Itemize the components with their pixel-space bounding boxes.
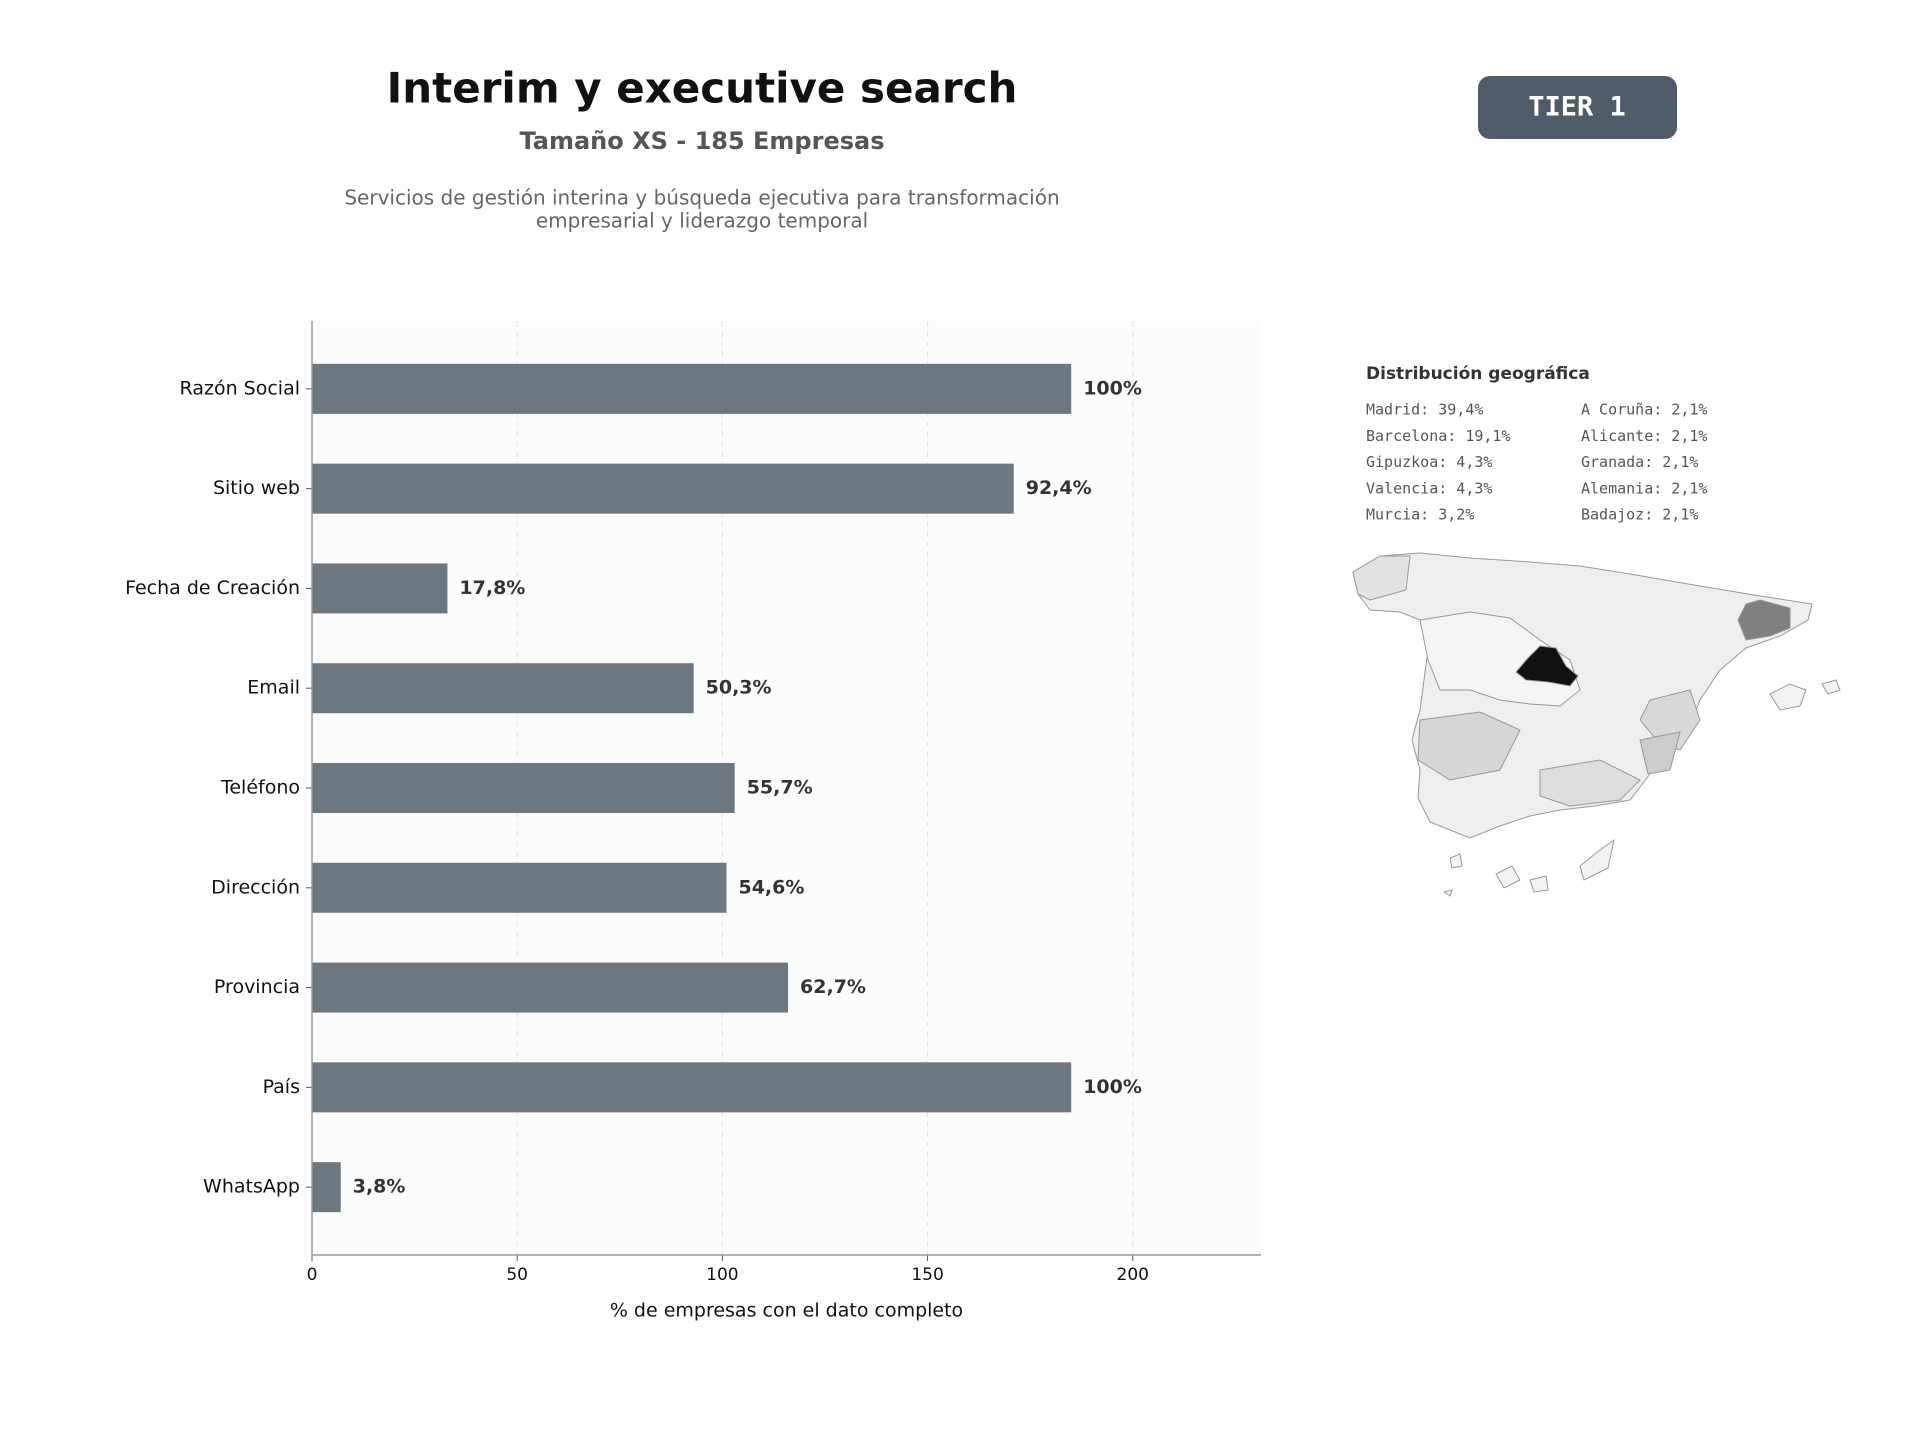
region [1639, 731, 1681, 775]
geo-item: Madrid: 39,4% [1366, 401, 1483, 419]
geo-item: Murcia: 3,2% [1366, 506, 1474, 524]
madrid [1515, 645, 1579, 687]
y-tick-label: Dirección [211, 876, 300, 898]
y-tick-label: Teléfono [220, 777, 300, 799]
geo-item: Gipuzkoa: 4,3% [1366, 453, 1492, 471]
geo-item: Badajoz: 2,1% [1581, 506, 1698, 524]
baleares [1769, 683, 1807, 711]
x-tick-label: 200 [1117, 1265, 1149, 1285]
y-tick-label: Email [247, 677, 300, 699]
geo-item: Barcelona: 19,1% [1366, 427, 1511, 445]
x-tick-label: 50 [506, 1265, 528, 1285]
x-tick-label: 100 [706, 1265, 738, 1285]
region [1352, 555, 1411, 601]
geo-item: A Coruña: 2,1% [1581, 401, 1707, 419]
barcelona [1737, 599, 1791, 641]
value-label: 100% [1083, 377, 1142, 399]
canarias [1442, 838, 1615, 897]
geo-list: Madrid: 39,4% Barcelona: 19,1% Gipuzkoa: 4… [1366, 401, 1707, 524]
value-label: 55,7% [747, 777, 813, 799]
bar [312, 463, 1014, 514]
y-tick-label: País [263, 1076, 300, 1098]
value-label: 62,7% [800, 976, 866, 998]
value-label: 100% [1083, 1076, 1142, 1098]
description: Servicios de gestión interina y búsqueda… [344, 186, 1059, 210]
x-tick-label: 0 [307, 1265, 318, 1285]
region [1419, 611, 1581, 707]
bar [312, 962, 789, 1013]
bar [312, 663, 694, 714]
title: Interim y executive search [387, 64, 1018, 113]
bar [312, 1162, 341, 1213]
value-label: 54,6% [738, 876, 804, 898]
geo-item: Valencia: 4,3% [1366, 479, 1492, 497]
y-tick-label: Sitio web [213, 477, 300, 499]
geo-item: Granada: 2,1% [1581, 453, 1698, 471]
description: empresarial y liderazgo temporal [536, 209, 868, 233]
menorca [1821, 679, 1841, 695]
region [1417, 711, 1521, 781]
region [1639, 689, 1701, 751]
region [1539, 759, 1641, 807]
geo-item: Alicante: 2,1% [1581, 427, 1707, 445]
bar [312, 1062, 1072, 1113]
bar [312, 763, 735, 813]
badge [1478, 76, 1677, 139]
y-tick-label: Razón Social [180, 377, 300, 399]
bar [312, 862, 727, 913]
x-axis-label: % de empresas con el dato completo [610, 1300, 963, 1322]
value-label: 3,8% [353, 1176, 406, 1198]
value-label: 17,8% [459, 577, 525, 599]
y-tick-label: Provincia [214, 976, 300, 998]
plot: 0 50 100 150 200 % de empresas con el dato co… [125, 321, 1261, 1322]
y-tick-label: Fecha de Creación [125, 577, 300, 599]
y-tick-label: WhatsApp [203, 1176, 300, 1198]
geo-item: Alemania: 2,1% [1581, 479, 1707, 497]
value-label: 92,4% [1026, 477, 1092, 499]
bar [312, 363, 1072, 414]
subtitle: Tamaño XS - 185 Empresas [520, 127, 885, 155]
geo-title: Distribución geográfica [1366, 364, 1590, 384]
map [1352, 552, 1841, 897]
x-tick-label: 150 [911, 1265, 943, 1285]
badge-text: TIER 1 [1528, 92, 1626, 123]
value-label: 50,3% [706, 677, 772, 699]
bar [312, 563, 448, 614]
